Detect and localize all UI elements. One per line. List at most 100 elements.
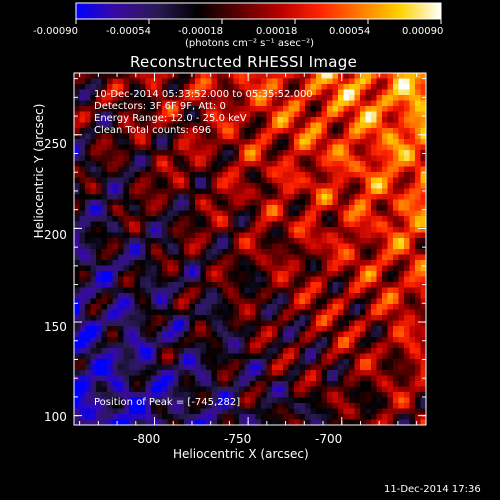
heatmap-cell: [376, 221, 383, 228]
heatmap-cell: [123, 282, 130, 288]
heatmap-cell: [349, 337, 355, 343]
heatmap-cell: [101, 309, 108, 316]
heatmap-cell: [321, 238, 328, 244]
heatmap-cell: [156, 199, 163, 206]
heatmap-cell: [415, 287, 421, 294]
heatmap-cell: [217, 89, 223, 96]
heatmap-cell: [151, 133, 157, 140]
heatmap-cell: [349, 381, 355, 387]
heatmap-cell: [189, 100, 196, 107]
heatmap-cell: [74, 243, 80, 250]
heatmap-cell: [272, 254, 278, 261]
heatmap-cell: [217, 227, 223, 233]
heatmap-cell: [338, 133, 344, 140]
heatmap-cell: [283, 128, 289, 134]
heatmap-cell: [189, 183, 196, 189]
heatmap-cell: [151, 100, 157, 107]
heatmap-cell: [184, 381, 190, 387]
heatmap-cell: [233, 359, 240, 365]
heatmap-cell: [184, 238, 190, 244]
heatmap-cell: [266, 298, 273, 305]
heatmap-cell: [294, 166, 300, 173]
heatmap-cell: [118, 320, 124, 327]
heatmap-cell: [123, 194, 130, 200]
heatmap-cell: [332, 227, 339, 233]
heatmap-cell: [123, 359, 130, 365]
heatmap-cell: [343, 381, 350, 387]
heatmap-cell: [211, 265, 218, 272]
heatmap-cell: [129, 227, 135, 233]
heatmap-cell: [294, 414, 300, 420]
heatmap-cell: [129, 342, 135, 349]
heatmap-cell: [107, 210, 113, 217]
heatmap-cell: [156, 221, 163, 228]
heatmap-cell: [129, 309, 135, 316]
heatmap-cell: [415, 309, 421, 316]
heatmap-cell: [145, 287, 152, 294]
heatmap-cell: [129, 304, 135, 310]
heatmap-cell: [162, 194, 168, 200]
heatmap-cell: [118, 73, 124, 79]
heatmap-cell: [112, 348, 119, 354]
heatmap-cell: [305, 210, 311, 217]
heatmap-cell: [96, 117, 102, 123]
heatmap-cell: [393, 73, 399, 79]
heatmap-cell: [211, 106, 218, 112]
heatmap-cell: [387, 304, 394, 310]
heatmap-cell: [365, 216, 372, 222]
heatmap-cell: [200, 161, 207, 167]
heatmap-cell: [250, 205, 256, 211]
heatmap-cell: [294, 84, 300, 90]
heatmap-cell: [151, 337, 157, 343]
heatmap-cell: [129, 155, 135, 162]
heatmap-cell: [365, 348, 372, 354]
heatmap-cell: [283, 238, 289, 244]
heatmap-cell: [349, 117, 355, 123]
heatmap-cell: [151, 293, 157, 299]
heatmap-cell: [244, 139, 251, 145]
heatmap-cell: [299, 89, 306, 96]
heatmap-cell: [250, 309, 256, 316]
heatmap-cell: [134, 133, 141, 140]
heatmap-cell: [79, 172, 86, 178]
heatmap-cell: [90, 249, 97, 255]
heatmap-cell: [134, 348, 141, 354]
heatmap-cell: [145, 161, 152, 167]
heatmap-cell: [129, 271, 135, 277]
heatmap-cell: [74, 342, 80, 349]
y-tick-label: 150: [44, 320, 67, 334]
heatmap-cell: [283, 133, 289, 140]
heatmap-cell: [266, 276, 273, 283]
heatmap-cell: [272, 122, 278, 129]
heatmap-cell: [338, 298, 344, 305]
heatmap-cell: [167, 254, 174, 261]
heatmap-cell: [255, 309, 262, 316]
heatmap-cell: [365, 287, 372, 294]
heatmap-cell: [244, 144, 251, 151]
heatmap-cell: [173, 188, 179, 195]
heatmap-cell: [415, 249, 421, 255]
heatmap-cell: [151, 331, 157, 338]
heatmap-cell: [321, 392, 328, 398]
heatmap-cell: [310, 95, 317, 101]
heatmap-cell: [162, 155, 168, 162]
heatmap-cell: [134, 166, 141, 173]
heatmap-cell: [145, 111, 152, 118]
heatmap-cell: [387, 359, 394, 365]
heatmap-cell: [74, 89, 80, 96]
heatmap-cell: [178, 106, 185, 112]
heatmap-cell: [195, 348, 201, 354]
heatmap-cell: [90, 353, 97, 360]
heatmap-cell: [261, 386, 267, 393]
heatmap-cell: [112, 188, 119, 195]
heatmap-cell: [415, 216, 421, 222]
heatmap-cell: [288, 397, 295, 404]
heatmap-cell: [107, 111, 113, 118]
heatmap-cell: [294, 320, 300, 327]
heatmap-cell: [145, 139, 152, 145]
heatmap-cell: [162, 309, 168, 316]
heatmap-cell: [354, 287, 361, 294]
heatmap-cell: [299, 249, 306, 255]
heatmap-cell: [316, 232, 322, 239]
heatmap-cell: [195, 166, 201, 173]
